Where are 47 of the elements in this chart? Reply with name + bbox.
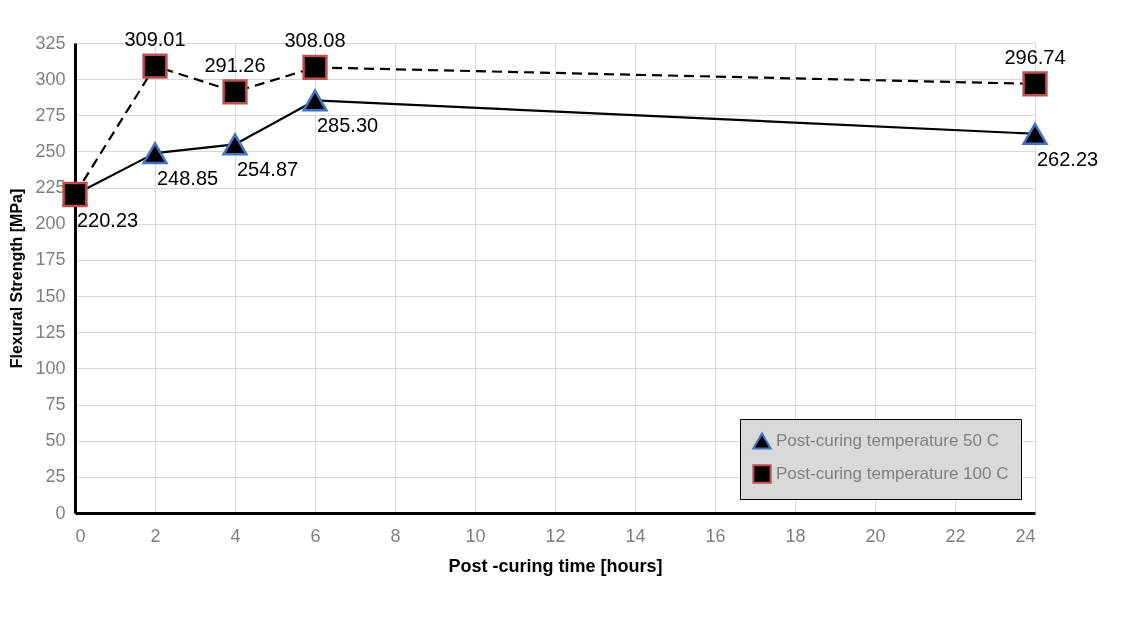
point [142, 142, 168, 165]
legend-label: Post-curing temperature 50 C [776, 431, 999, 450]
point [222, 79, 248, 105]
x-tick-label: 22 [945, 525, 966, 546]
x-tick-label: 12 [545, 525, 566, 546]
y-tick-label: 25 [45, 466, 66, 487]
point [222, 133, 248, 156]
x-tick-label: 20 [865, 525, 886, 546]
y-tick-label: 300 [35, 68, 66, 89]
x-tick-label: 4 [230, 525, 241, 546]
x-tick-label: 24 [1015, 525, 1036, 546]
x-tick-label: 14 [625, 525, 646, 546]
y-tick-label: 200 [35, 213, 66, 234]
y-tick-label: 50 [45, 430, 66, 451]
x-tick-label: 6 [310, 525, 321, 546]
x-tick-label: 8 [390, 525, 401, 546]
y-tick-label: 175 [35, 249, 66, 270]
y-tick-label: 125 [35, 321, 66, 342]
data-label: 308.08 [284, 29, 346, 52]
x-axis-title: Post -curing time [hours] [448, 555, 663, 576]
point [142, 53, 168, 79]
data-label: 309.01 [124, 28, 186, 51]
point [1022, 71, 1048, 97]
y-tick-label: 100 [35, 357, 66, 378]
data-label: 296.74 [1004, 45, 1066, 68]
point [302, 89, 328, 112]
legend-label: Post-curing temperature 100 C [776, 464, 1009, 483]
data-label: 285.30 [317, 114, 379, 137]
x-tick-label: 2 [150, 525, 161, 546]
y-tick-label: 75 [45, 394, 66, 415]
y-tick-label: 150 [35, 285, 66, 306]
x-tick-label: 10 [465, 525, 486, 546]
data-label: 262.23 [1037, 147, 1099, 170]
data-label: 254.87 [237, 158, 299, 181]
point [302, 54, 328, 81]
y-tick-label: 0 [55, 502, 66, 523]
data-label: 291.26 [204, 53, 266, 76]
y-tick-label: 250 [35, 140, 66, 161]
y-axis-title: Flexural Strength [MPa] [8, 188, 26, 369]
point [1022, 122, 1048, 145]
data-label: 248.85 [157, 167, 219, 190]
data-label: 220.23 [77, 208, 139, 231]
x-tick-label: 18 [785, 525, 806, 546]
y-tick-label: 325 [35, 32, 66, 53]
x-tick-label: 0 [75, 525, 86, 546]
y-tick-label: 275 [35, 104, 66, 125]
x-tick-label: 16 [705, 525, 726, 546]
